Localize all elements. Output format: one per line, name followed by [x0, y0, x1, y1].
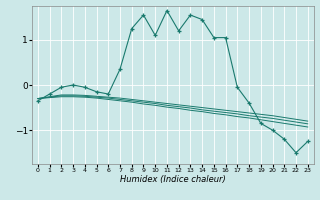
X-axis label: Humidex (Indice chaleur): Humidex (Indice chaleur)	[120, 175, 226, 184]
